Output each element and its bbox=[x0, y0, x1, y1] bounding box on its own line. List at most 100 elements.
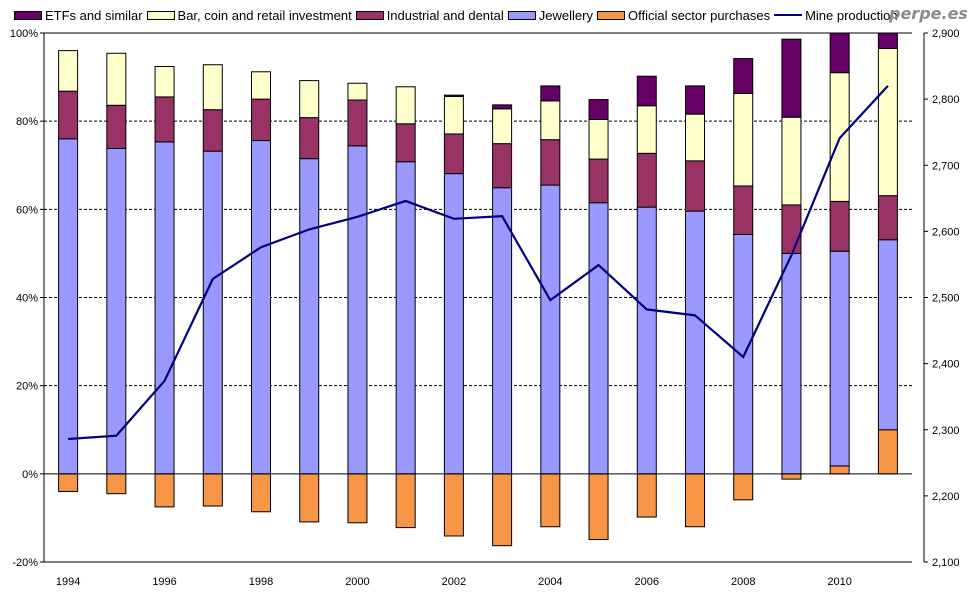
legend-label: Industrial and dental bbox=[386, 7, 504, 23]
bar-industrial-and-dental bbox=[299, 117, 320, 160]
bar-industrial-and-dental bbox=[492, 143, 513, 189]
legend-label: Jewellery bbox=[538, 7, 593, 23]
bar-official-sector-purchases bbox=[540, 473, 561, 528]
x-tick-label: 2010 bbox=[827, 576, 851, 588]
y-tick-label: 0% bbox=[22, 469, 38, 481]
line-mine-production bbox=[68, 85, 889, 441]
bar-industrial-and-dental bbox=[829, 200, 850, 252]
y-tick-label: 20% bbox=[16, 381, 38, 393]
bar-jewellery bbox=[733, 233, 754, 475]
bar-bar-coin-and-retail-investment bbox=[202, 64, 223, 111]
bar-official-sector-purchases bbox=[154, 473, 175, 508]
legend-item: Mine production bbox=[774, 8, 898, 23]
bar-industrial-and-dental bbox=[781, 204, 802, 254]
bar-jewellery bbox=[106, 147, 127, 475]
bar-industrial-and-dental bbox=[443, 133, 464, 175]
bar-bar-coin-and-retail-investment bbox=[540, 100, 561, 141]
legend-item: Bar, coin and retail investment bbox=[146, 7, 352, 23]
bar-industrial-and-dental bbox=[58, 90, 79, 140]
legend-swatch bbox=[355, 10, 384, 20]
bar-etfs-and-similar bbox=[781, 38, 802, 118]
bar-official-sector-purchases bbox=[106, 473, 127, 495]
bar-official-sector-purchases bbox=[202, 473, 223, 507]
legend-label: Bar, coin and retail investment bbox=[177, 7, 352, 23]
y-tick-label: 80% bbox=[16, 116, 38, 128]
bar-jewellery bbox=[636, 206, 657, 475]
bar-bar-coin-and-retail-investment bbox=[781, 116, 802, 206]
bar-etfs-and-similar bbox=[685, 85, 705, 115]
brand-watermark: perpe.es bbox=[889, 4, 968, 23]
x-tick-label: 1994 bbox=[56, 576, 80, 588]
bar-official-sector-purchases bbox=[299, 473, 320, 523]
legend-label: Mine production bbox=[805, 7, 898, 23]
y2-tick-label: 2,400 bbox=[932, 359, 960, 371]
bar-bar-coin-and-retail-investment bbox=[877, 47, 898, 197]
bar-jewellery bbox=[829, 250, 850, 467]
bar-official-sector-purchases bbox=[829, 465, 850, 475]
bar-official-sector-purchases bbox=[347, 473, 368, 524]
y2-tick-label: 2,300 bbox=[932, 425, 960, 437]
bar-jewellery bbox=[154, 141, 175, 475]
y2-tick-label: 2,200 bbox=[932, 491, 960, 503]
legend-swatch bbox=[14, 10, 42, 20]
y2-tick-label: 2,800 bbox=[932, 94, 960, 106]
y2-tick-label: 2,600 bbox=[932, 226, 960, 238]
bar-bar-coin-and-retail-investment bbox=[58, 50, 79, 92]
bar-etfs-and-similar bbox=[636, 75, 657, 107]
x-tick-label: 1998 bbox=[249, 576, 273, 588]
bar-industrial-and-dental bbox=[877, 195, 898, 241]
bar-industrial-and-dental bbox=[636, 152, 657, 208]
bar-bar-coin-and-retail-investment bbox=[251, 71, 271, 100]
y2-tick-label: 2,500 bbox=[932, 293, 960, 305]
x-tick-label: 2002 bbox=[442, 576, 466, 588]
bar-jewellery bbox=[877, 239, 898, 431]
bar-jewellery bbox=[540, 184, 561, 475]
bar-bar-coin-and-retail-investment bbox=[347, 82, 368, 101]
legend-label: ETFs and similar bbox=[45, 7, 143, 23]
bar-bar-coin-and-retail-investment bbox=[636, 105, 657, 154]
bar-industrial-and-dental bbox=[106, 104, 127, 149]
legend-item: Jewellery bbox=[507, 7, 593, 23]
bar-bar-coin-and-retail-investment bbox=[492, 108, 513, 145]
bar-official-sector-purchases bbox=[636, 473, 657, 518]
bar-etfs-and-similar bbox=[588, 99, 609, 120]
bar-industrial-and-dental bbox=[154, 96, 175, 143]
bar-etfs-and-similar bbox=[829, 32, 850, 74]
bar-etfs-and-similar bbox=[492, 104, 513, 110]
bar-official-sector-purchases bbox=[58, 473, 79, 492]
y2-tick-label: 2,900 bbox=[932, 28, 960, 40]
bar-etfs-and-similar bbox=[733, 58, 754, 94]
bar-official-sector-purchases bbox=[492, 473, 513, 547]
x-tick-label: 1996 bbox=[152, 576, 176, 588]
bar-jewellery bbox=[781, 252, 802, 475]
bar-industrial-and-dental bbox=[540, 139, 561, 186]
bar-bar-coin-and-retail-investment bbox=[395, 86, 416, 125]
y2-tick-label: 2,700 bbox=[932, 160, 960, 172]
legend-item: ETFs and similar bbox=[14, 8, 143, 23]
bar-bar-coin-and-retail-investment bbox=[588, 118, 609, 160]
y-tick-label: 100% bbox=[10, 28, 38, 40]
bar-industrial-and-dental bbox=[202, 109, 223, 152]
y-tick-label: 60% bbox=[16, 204, 38, 216]
bar-industrial-and-dental bbox=[395, 123, 416, 163]
bar-jewellery bbox=[299, 158, 320, 475]
bar-jewellery bbox=[347, 145, 368, 475]
x-tick-label: 2000 bbox=[345, 576, 369, 588]
bar-bar-coin-and-retail-investment bbox=[106, 52, 127, 106]
bar-official-sector-purchases bbox=[733, 473, 754, 501]
legend-item: Official sector purchases bbox=[596, 7, 771, 23]
bar-official-sector-purchases bbox=[685, 473, 705, 528]
chart-legend: ETFs and similar Bar, coin and retail inv… bbox=[14, 6, 902, 24]
legend-swatch bbox=[774, 14, 803, 16]
legend-label: Official sector purchases bbox=[627, 7, 771, 23]
bar-bar-coin-and-retail-investment bbox=[443, 95, 464, 135]
x-tick-label: 2004 bbox=[538, 576, 562, 588]
bar-jewellery bbox=[685, 210, 705, 475]
bar-industrial-and-dental bbox=[685, 160, 705, 212]
bar-official-sector-purchases bbox=[781, 473, 802, 480]
bar-official-sector-purchases bbox=[588, 473, 609, 541]
bar-jewellery bbox=[492, 187, 513, 475]
bar-industrial-and-dental bbox=[347, 99, 368, 147]
bar-etfs-and-similar bbox=[877, 32, 898, 49]
